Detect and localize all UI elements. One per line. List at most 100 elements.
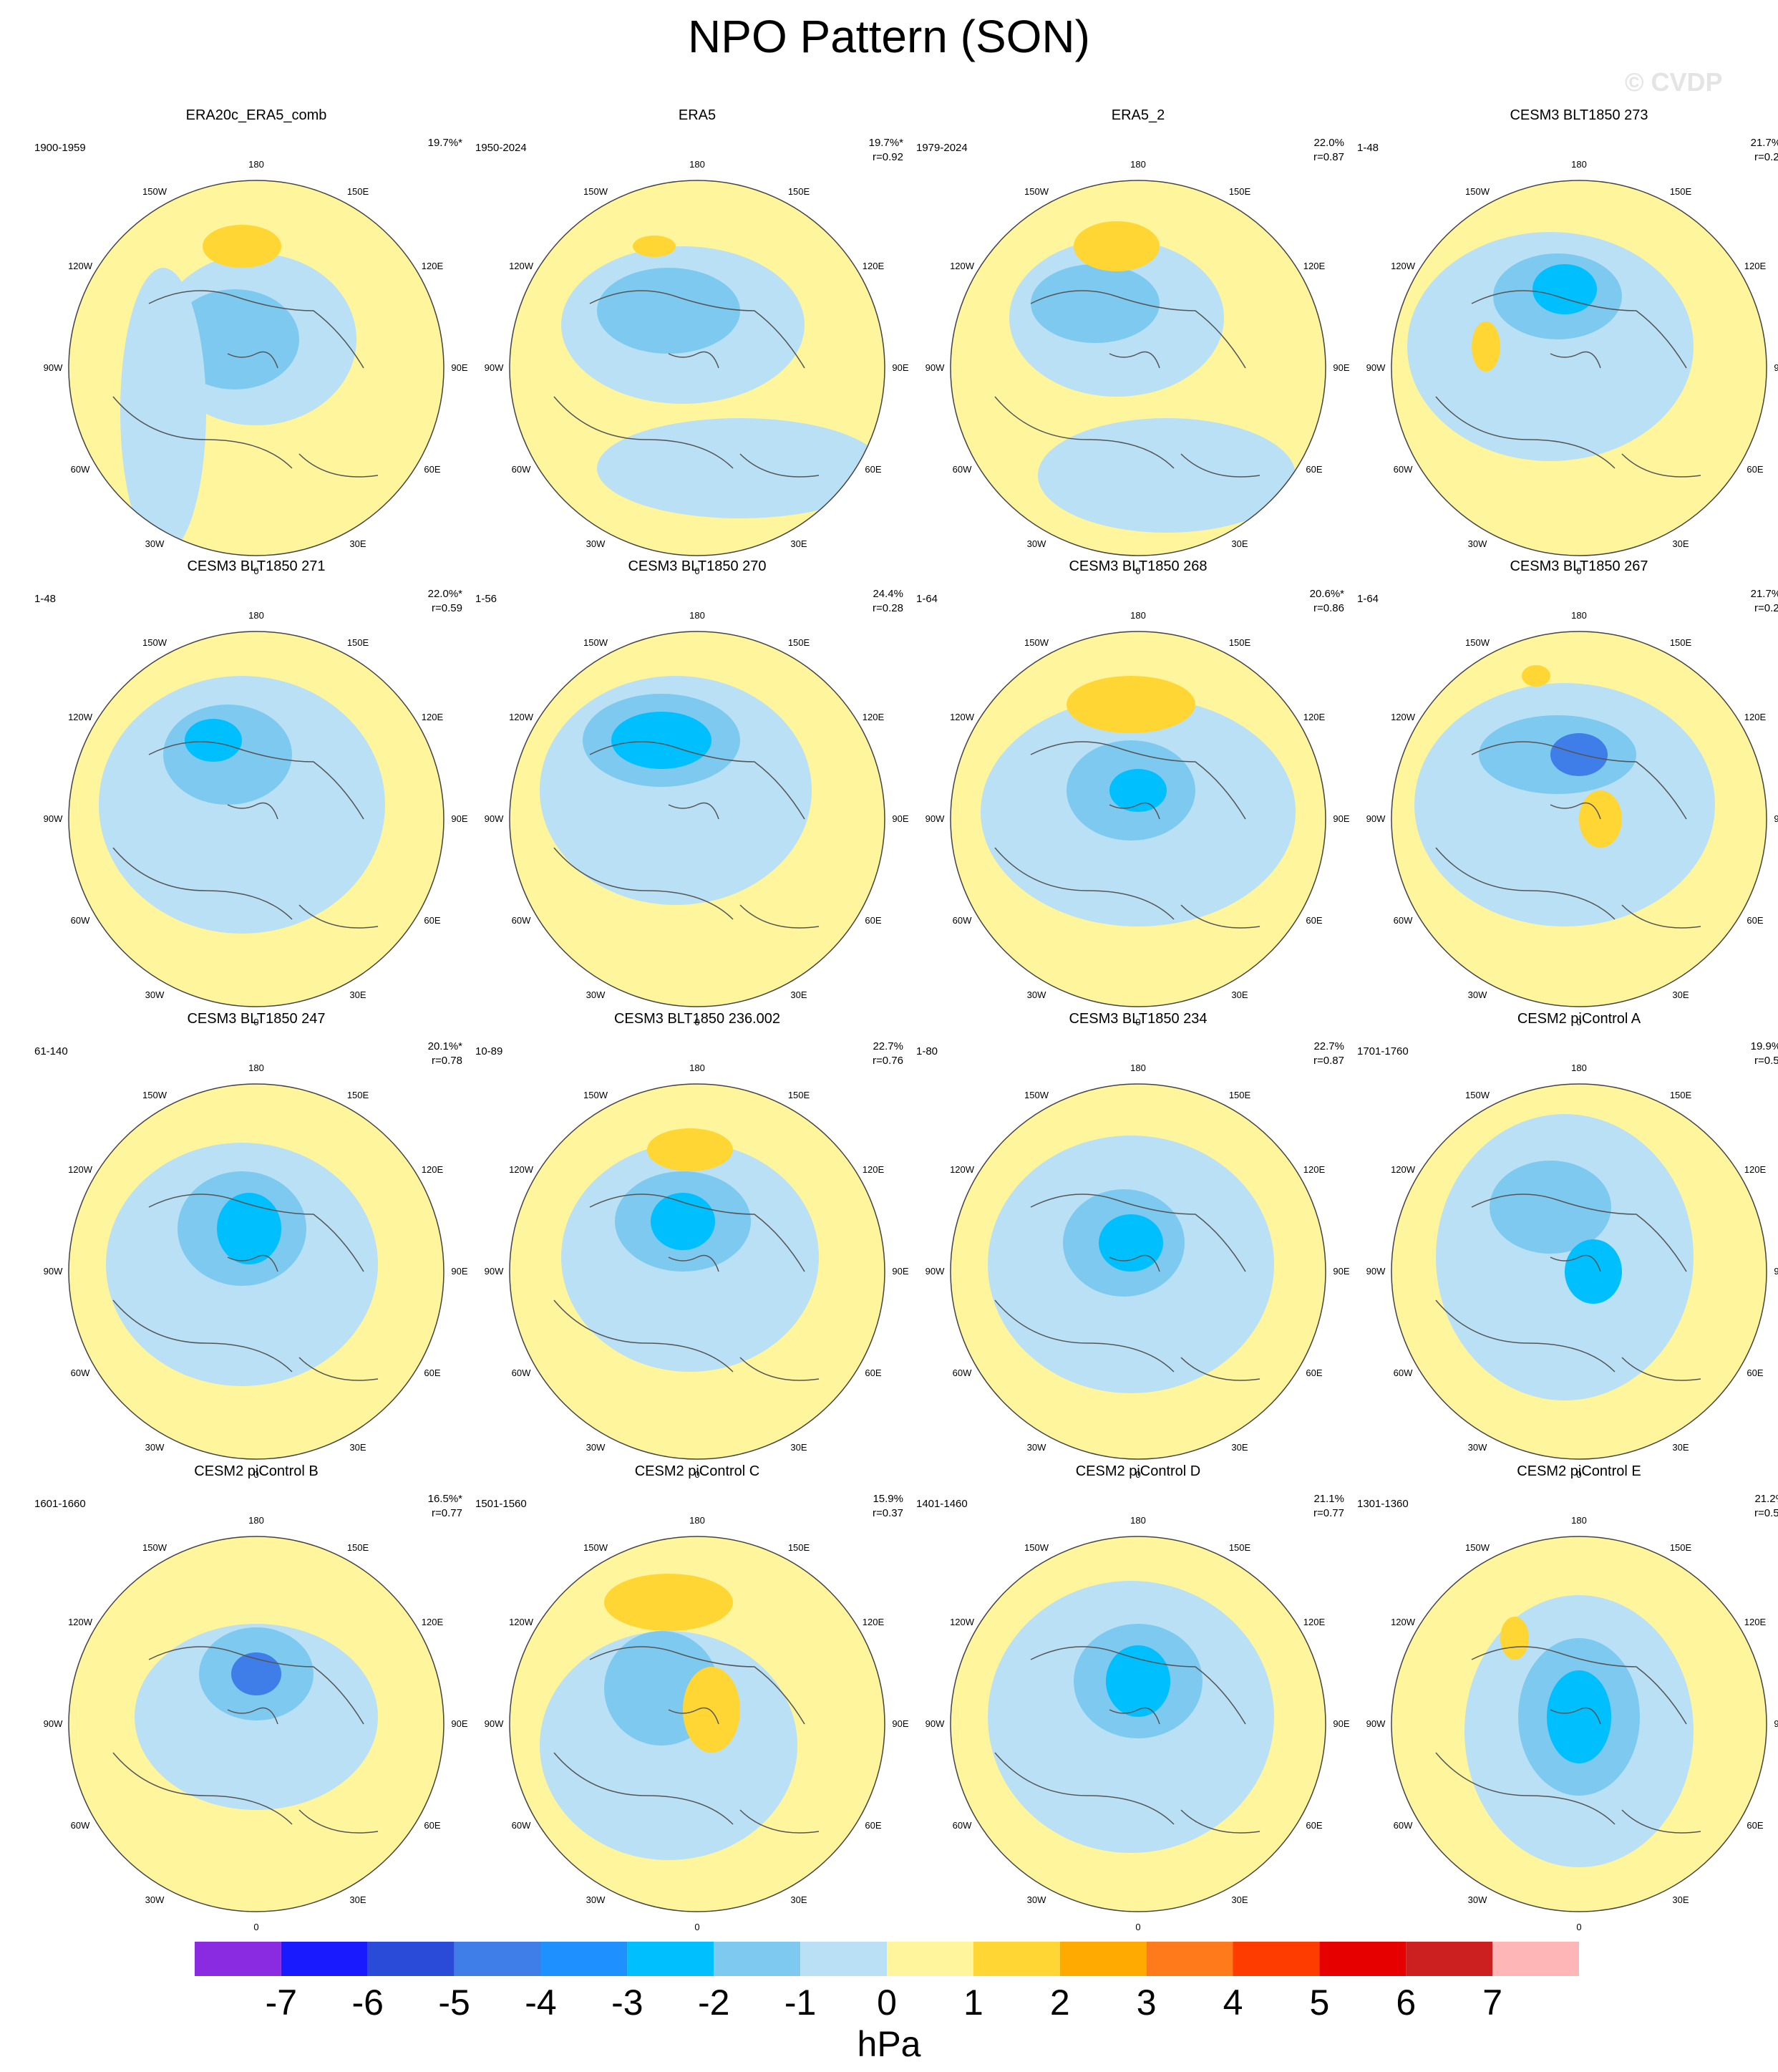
coastline (994, 1194, 1260, 1381)
map-panel: CESM3 BLT1850 268 1-64 20.6%* r=0.86 180 150E… (916, 558, 1360, 1027)
panel-corr: r=0.78 (432, 1055, 462, 1067)
longitude-label: 180 (248, 610, 264, 621)
coastline (553, 741, 820, 929)
longitude-label: 120W (950, 1164, 975, 1175)
longitude-label: 90W (925, 362, 945, 373)
panel-years: 1-64 (916, 593, 938, 605)
panel-variance: 22.0%* r=0.59 (428, 587, 462, 616)
coastline (553, 1194, 820, 1381)
longitude-label: 30E (349, 989, 366, 1000)
longitude-label: 0 (1135, 1017, 1141, 1027)
coastline (112, 290, 379, 478)
longitude-label: 30E (790, 538, 807, 549)
longitude-label: 150W (142, 186, 167, 198)
panel-pct: 21.2% (1754, 1493, 1778, 1505)
negative-anomaly-region (651, 1193, 715, 1250)
positive-anomaly-center (1074, 221, 1160, 271)
longitude-label: 60W (952, 464, 972, 475)
longitude-label: 120E (1744, 1617, 1767, 1627)
colorbar (195, 1942, 1579, 1976)
negative-anomaly-region (1031, 264, 1160, 343)
longitude-label: 30W (1467, 1441, 1487, 1453)
longitude-label: 60E (1306, 915, 1323, 926)
colorbar-tick-label: 5 (1309, 1983, 1330, 2023)
negative-anomaly-region (185, 719, 242, 762)
longitude-label: 180 (689, 1062, 705, 1073)
longitude-label: 60W (1393, 1820, 1413, 1831)
panel-pct: 19.7%* (427, 137, 462, 149)
panel-variance: 21.7%* r=0.22 (1751, 136, 1778, 165)
longitude-label: 150E (787, 1090, 810, 1101)
positive-anomaly-center (1067, 676, 1195, 733)
map-panel: CESM2 piControl B 1601-1660 16.5%* r=0.77 18… (34, 1463, 478, 1932)
longitude-label: 30W (1026, 989, 1046, 1000)
longitude-label: 120W (509, 261, 534, 271)
longitude-label: 180 (1130, 159, 1146, 170)
map-border (950, 1536, 1326, 1912)
colorbar-swatch (714, 1942, 801, 1976)
longitude-label: 120W (950, 1617, 975, 1627)
panel-variance: 19.7%* r=0.92 (869, 136, 903, 165)
longitude-label: 60E (865, 464, 882, 475)
longitude-label: 120W (1391, 1164, 1416, 1175)
panel-years: 1-80 (916, 1045, 938, 1057)
longitude-label: 180 (248, 1062, 264, 1073)
longitude-label: 60W (511, 915, 531, 926)
longitude-label: 180 (248, 159, 264, 170)
longitude-label: 120E (862, 1164, 885, 1175)
longitude-label: 60E (1306, 464, 1323, 475)
map-panel: CESM3 BLT1850 273 1-48 21.7%* r=0.22 180 150E… (1357, 107, 1778, 576)
negative-anomaly-region (1038, 418, 1296, 533)
panel-corr: r=0.77 (432, 1507, 462, 1519)
longitude-label: 60E (424, 1367, 441, 1378)
longitude-label: 0 (253, 566, 259, 576)
panel-years: 1-56 (475, 593, 497, 605)
longitude-label: 150W (1024, 1090, 1049, 1101)
longitude-label: 180 (689, 610, 705, 621)
longitude-label: 60E (1306, 1367, 1323, 1378)
longitude-label: 180 (1571, 159, 1587, 170)
negative-anomaly-region (1550, 733, 1608, 776)
longitude-label: 30E (1672, 989, 1689, 1000)
panel-title: CESM2 piControl A (1517, 1011, 1641, 1027)
colorbar-tick-label: 1 (963, 1983, 983, 2023)
panel-title: ERA5_2 (1111, 107, 1165, 123)
longitude-label: 150E (346, 186, 369, 198)
polar-map (950, 631, 1326, 1007)
longitude-label: 120E (862, 712, 885, 722)
panel-corr: r=0.77 (1313, 1507, 1344, 1519)
longitude-label: 60E (1747, 1367, 1764, 1378)
panel-pct: 21.1% (1313, 1493, 1344, 1505)
colorbar-swatch (367, 1942, 455, 1976)
longitude-label: 30W (586, 1441, 606, 1453)
map-panel: CESM3 BLT1850 267 1-64 21.7%* r=0.28 180 150E… (1357, 558, 1778, 1027)
panel-corr: r=0.87 (1313, 1055, 1344, 1067)
longitude-label: 60E (1306, 1820, 1323, 1831)
longitude-label: 150W (1465, 1090, 1490, 1101)
longitude-label: 90W (43, 1718, 63, 1729)
map-panel: CESM3 BLT1850 247 61-140 20.1%* r=0.78 180 15… (34, 1011, 478, 1480)
longitude-label: 30W (1467, 989, 1487, 1000)
longitude-label: 60W (1393, 1367, 1413, 1378)
panel-pct: 19.9%* (1750, 1040, 1778, 1052)
positive-anomaly-center (633, 236, 676, 257)
longitude-label: 60E (424, 464, 441, 475)
longitude-label: 90E (1774, 1718, 1778, 1729)
negative-anomaly-region (597, 418, 883, 518)
colorbar-tick-label: 7 (1482, 1983, 1503, 2023)
longitude-label: 90E (451, 813, 468, 824)
coastline (994, 1646, 1260, 1834)
panel-variance: 15.9% r=0.37 (873, 1492, 903, 1521)
longitude-label: 90W (43, 813, 63, 824)
longitude-label: 120E (421, 712, 444, 722)
longitude-label: 150E (787, 186, 810, 198)
colorbar-swatch (540, 1942, 628, 1976)
longitude-label: 90E (1333, 813, 1350, 824)
longitude-label: 60E (865, 915, 882, 926)
colorbar-swatch (973, 1942, 1060, 1976)
negative-anomaly-region (1109, 769, 1167, 812)
positive-anomaly-center (1500, 1617, 1529, 1660)
longitude-label: 150W (142, 637, 167, 649)
longitude-label: 30W (1467, 538, 1487, 549)
longitude-label: 60W (70, 915, 90, 926)
